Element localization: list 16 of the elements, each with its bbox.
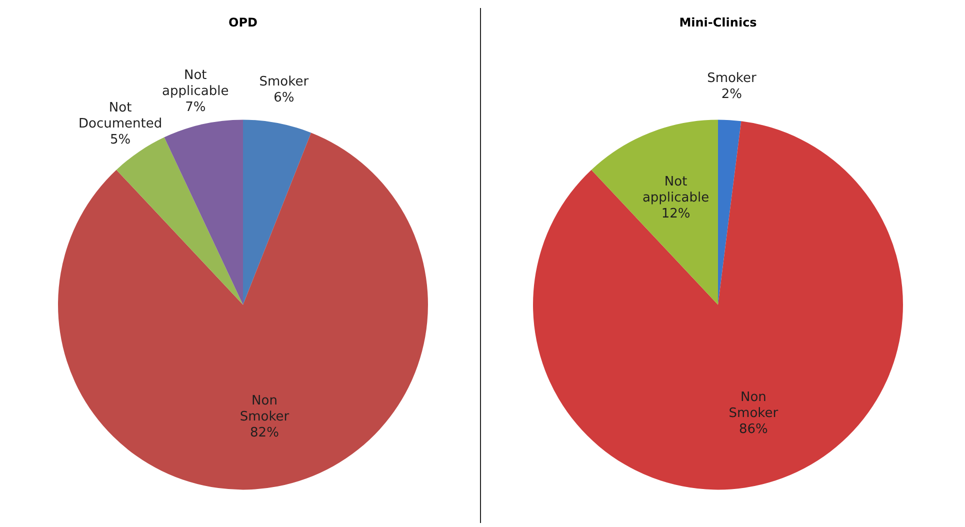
chart-title: OPD — [228, 15, 258, 30]
slice-label: Not applicable — [642, 174, 710, 206]
data-label: 2% — [721, 87, 742, 102]
slice-label: Non Smoker — [728, 390, 779, 422]
slice-label: Smoker — [259, 74, 310, 90]
data-label: 7% — [185, 100, 206, 116]
data-label: 86% — [738, 422, 768, 438]
data-label: 6% — [274, 90, 294, 106]
chart-title: Mini-Clinics — [679, 15, 757, 30]
slice-label: Not Documented — [78, 100, 162, 132]
data-label: 5% — [110, 132, 131, 148]
slice-label: Not applicable — [162, 68, 229, 100]
slice-label: Non Smoker — [240, 394, 290, 425]
data-label: 12% — [661, 206, 690, 222]
data-label: 82% — [250, 426, 279, 441]
slice-label: Smoker — [707, 71, 757, 86]
